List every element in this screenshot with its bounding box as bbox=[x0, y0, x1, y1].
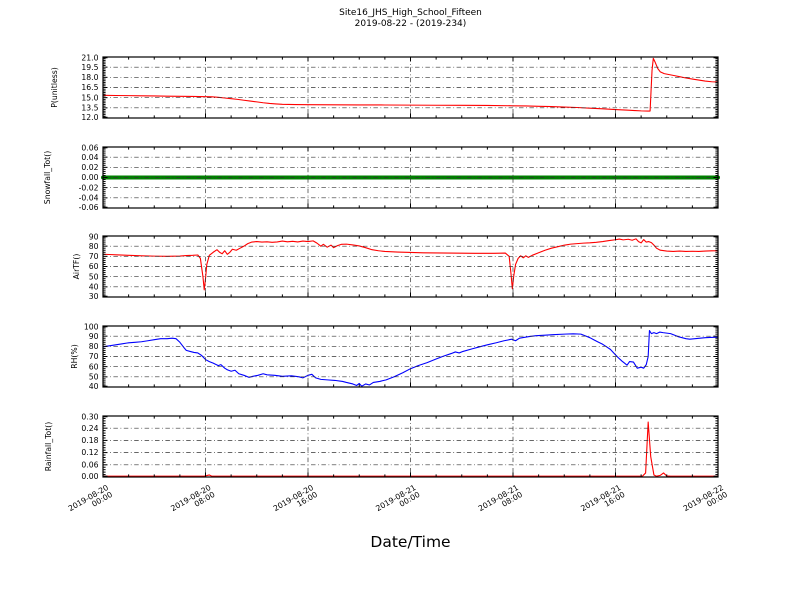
ytick-label: 60 bbox=[89, 362, 99, 371]
chart-title: Site16_JHS_High_School_Fifteen 2019-08-2… bbox=[103, 8, 718, 31]
ticks-rainfall bbox=[102, 416, 719, 477]
axes-frame bbox=[102, 415, 719, 478]
ytick-label: 13.5 bbox=[81, 103, 98, 112]
ytick-label: 80 bbox=[89, 342, 99, 351]
ytick-label: 0.30 bbox=[81, 412, 98, 421]
ytick-label: 70 bbox=[89, 252, 99, 261]
chart-title-line2: 2019-08-22 - (2019-234) bbox=[354, 19, 467, 30]
ytick-label: 80 bbox=[89, 242, 99, 251]
grid-rainfall bbox=[103, 416, 718, 477]
axes-frame bbox=[102, 146, 719, 209]
y-axis-label-p: P(unitless) bbox=[50, 67, 59, 107]
y-axis-label-rh: RH(%) bbox=[70, 344, 79, 368]
ytick-label: 50 bbox=[89, 272, 99, 281]
axes-frame bbox=[102, 325, 719, 388]
airtf-series-line bbox=[102, 238, 719, 291]
x-tick-label: 2019-08-2108:00 bbox=[477, 483, 524, 520]
ticks-snowfall bbox=[102, 147, 719, 208]
grid-p bbox=[103, 57, 718, 118]
ytick-label: 90 bbox=[89, 332, 99, 341]
x-tick-label: 2019-08-2100:00 bbox=[374, 483, 421, 520]
ytick-label: 16.5 bbox=[81, 83, 98, 92]
ytick-label: 21.0 bbox=[81, 53, 98, 62]
axes-frame bbox=[102, 235, 719, 298]
ticks-rh bbox=[102, 326, 719, 387]
ytick-label: 30 bbox=[89, 292, 99, 301]
ytick-label: 50 bbox=[89, 372, 99, 381]
x-tick-labels: 2019-08-2000:00 2019-08-2008:00 2019-08-20… bbox=[67, 483, 729, 520]
ytick-label: -0.02 bbox=[79, 183, 99, 192]
ytick-label: 0.24 bbox=[81, 424, 98, 433]
ytick-label: 15.0 bbox=[81, 93, 98, 102]
rainfall-series-line bbox=[102, 421, 719, 477]
grid-airtf bbox=[103, 236, 718, 297]
ytick-label: 0.02 bbox=[81, 163, 98, 172]
x-tick-label: 2019-08-2000:00 bbox=[67, 483, 114, 520]
ytick-label: 70 bbox=[89, 352, 99, 361]
ytick-label: 0.06 bbox=[81, 143, 98, 152]
ticks-p bbox=[102, 57, 719, 118]
grid-snowfall bbox=[103, 147, 718, 208]
subplot-snowfall: -0.06-0.04-0.020.000.020.040.06 Snowfall_… bbox=[43, 143, 720, 212]
axes-frame bbox=[102, 56, 719, 119]
ytick-label: 40 bbox=[89, 282, 99, 291]
y-axis-label-snowfall: Snowfall_Tot() bbox=[43, 151, 52, 204]
ytick-label: -0.06 bbox=[79, 203, 99, 212]
ytick-label: 0.06 bbox=[81, 460, 98, 469]
x-tick-label: 2019-08-2200:00 bbox=[682, 483, 729, 520]
ytick-label: 18.0 bbox=[81, 73, 98, 82]
ytick-label: 0.12 bbox=[81, 448, 98, 457]
chart-title-line1: Site16_JHS_High_School_Fifteen bbox=[339, 8, 482, 18]
ytick-label: -0.04 bbox=[79, 193, 99, 202]
p-series-line bbox=[102, 57, 719, 112]
ytick-label: 60 bbox=[89, 262, 99, 271]
ytick-label: 19.5 bbox=[81, 63, 98, 72]
x-tick-label: 2019-08-2008:00 bbox=[169, 483, 216, 520]
ytick-label: 40 bbox=[89, 382, 99, 391]
ytick-label: 0.00 bbox=[81, 472, 98, 481]
x-axis-title: Date/Time bbox=[370, 533, 451, 551]
y-axis-label-rainfall: Rainfall_Tot() bbox=[44, 422, 53, 472]
x-tick-label: 2019-08-2016:00 bbox=[272, 483, 319, 520]
subplot-p: 12.013.515.016.518.019.521.0 P(unitless) bbox=[50, 53, 719, 122]
subplot-rainfall: 0.00 0.06 0.12 0.18 0.24 0.30 Rainfall_Tot() bbox=[44, 412, 719, 481]
ytick-label: 90 bbox=[89, 232, 99, 241]
y-axis-label-airtf: AirTF() bbox=[72, 254, 81, 280]
ytick-label: 12.0 bbox=[81, 113, 98, 122]
ytick-label: 100 bbox=[84, 322, 99, 331]
grid-rh bbox=[103, 326, 718, 387]
ytick-label: 0.04 bbox=[81, 153, 98, 162]
ytick-label: 0.18 bbox=[81, 436, 98, 445]
ytick-label: 0.00 bbox=[81, 173, 98, 182]
x-tick-label: 2019-08-2116:00 bbox=[579, 483, 626, 520]
